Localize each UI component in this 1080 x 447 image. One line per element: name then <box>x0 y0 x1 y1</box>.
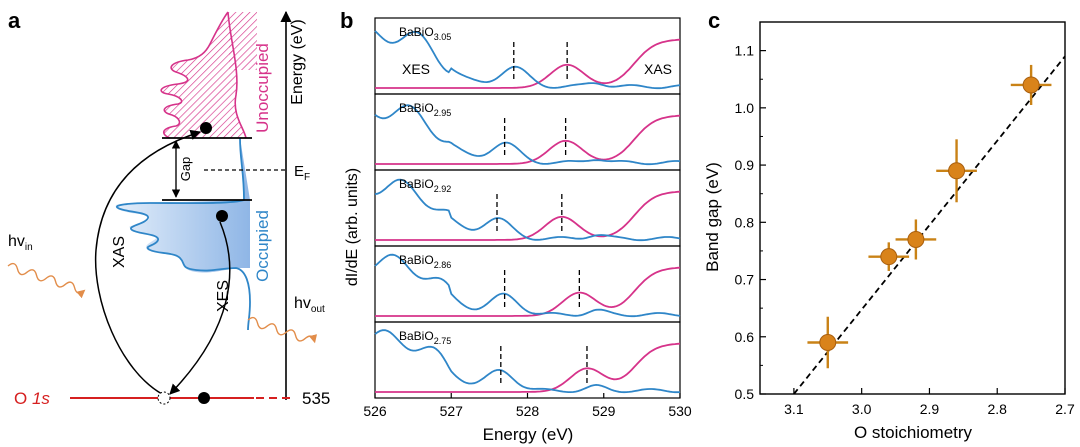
data-point <box>868 242 910 271</box>
level-value-label: 535 <box>302 389 330 408</box>
x-tick-label: 3.0 <box>852 401 872 417</box>
xas-spectrum-line <box>375 114 681 165</box>
incoming-photon-wave <box>7 262 86 299</box>
panel-b-xas-label: XAS <box>644 61 672 77</box>
panel-c-ylabel: Band gap (eV) <box>703 162 722 272</box>
x-tick-label: 526 <box>363 403 387 419</box>
occupied-dos-curve <box>115 137 251 331</box>
xas-spectrum-line <box>375 38 681 89</box>
xas-spectrum-line <box>375 266 681 317</box>
spectrum-panel: BaBiO3.05 <box>374 17 681 95</box>
panel-a-letter: a <box>8 8 21 33</box>
spectrum-panel: BaBiO2.92 <box>374 169 681 247</box>
point-marker <box>948 162 966 180</box>
xes-spectrum-line <box>374 30 681 90</box>
y-tick-label: 0.6 <box>735 329 755 345</box>
outgoing-photon-wave <box>247 316 318 344</box>
panel-c: c Band gap (eV) O stoichiometry 0.50.60.… <box>703 8 1075 442</box>
plot-frame <box>759 21 1066 395</box>
spectra-stack: BaBiO3.05 BaBiO2.95 BaBiO2.92 BaBiO2.86 BaBi… <box>374 17 681 399</box>
y-tick-label: 0.5 <box>735 386 755 402</box>
o1s-label: O 1s <box>14 389 50 408</box>
occupied-label: Occupied <box>253 210 272 282</box>
hv-in-label: hvin <box>8 233 33 253</box>
fermi-level-label: EF <box>294 163 310 183</box>
xas-spectrum-line <box>375 342 681 393</box>
valence-electron <box>216 210 228 222</box>
panel-c-plot: 0.5 0.6 0.7 0.8 0.9 1.0 1.1 3.1 3.0 2.9 2.8 2.7 <box>735 21 1075 417</box>
panel-b: b dI/dE (arb. units) Energy (eV) BaBiO3.… <box>340 8 692 444</box>
x-tick-label: 2.8 <box>987 401 1007 417</box>
sample-label: BaBiO2.92 <box>399 177 451 194</box>
core-hole <box>157 391 171 405</box>
xes-label: XES <box>215 280 232 312</box>
y-tick-label: 1.0 <box>735 100 755 116</box>
panel-c-xlabel: O stoichiometry <box>854 423 973 442</box>
xes-transition-arrow <box>169 221 231 395</box>
y-tick-label: 0.8 <box>735 214 755 230</box>
spectrum-panel: BaBiO2.95 <box>374 93 681 171</box>
sample-label: BaBiO3.05 <box>399 25 451 42</box>
x-tick-label: 527 <box>440 403 464 419</box>
panel-b-xlabel: Energy (eV) <box>483 425 574 444</box>
y-tick-label: 1.1 <box>735 43 755 59</box>
point-marker <box>819 333 837 351</box>
panel-b-xticks: 526 527 528 529 530 <box>363 393 692 419</box>
xas-label: XAS <box>111 236 128 268</box>
point-marker <box>907 230 925 248</box>
point-marker <box>1022 76 1040 94</box>
x-tick-label: 2.7 <box>1055 401 1075 417</box>
xes-spectrum-line <box>374 178 681 242</box>
energy-axis-label: Energy (eV) <box>289 19 306 104</box>
x-tick-label: 528 <box>516 403 540 419</box>
data-point <box>936 139 977 203</box>
data-point <box>807 316 849 369</box>
excited-electron <box>200 122 212 134</box>
sample-label: BaBiO2.95 <box>399 101 451 118</box>
spectrum-panel: BaBiO2.75 <box>374 321 681 399</box>
xes-spectrum-line <box>374 253 681 318</box>
occupied-dos-fill <box>115 138 250 273</box>
xas-transition-arrow <box>94 129 201 395</box>
y-tick-label: 0.7 <box>735 272 755 288</box>
panel-c-letter: c <box>708 8 720 33</box>
data-point <box>895 219 937 260</box>
unoccupied-top-hatch <box>229 12 257 70</box>
panel-b-ylabel: dI/dE (arb. units) <box>344 168 361 286</box>
panel-a: a Energy (eV) Unoccupied Occupied Gap EF… <box>7 8 330 408</box>
sample-label: BaBiO2.75 <box>399 329 451 346</box>
unoccupied-label: Unoccupied <box>253 43 272 133</box>
linear-fit-line <box>793 55 1066 395</box>
x-tick-label: 530 <box>668 403 692 419</box>
x-tick-label: 529 <box>592 403 616 419</box>
x-tick-label: 2.9 <box>920 401 940 417</box>
hv-out-label: hvout <box>294 295 325 315</box>
xes-spectrum-line <box>374 329 681 394</box>
point-marker <box>880 248 898 266</box>
panel-b-letter: b <box>340 8 353 33</box>
core-electron <box>198 392 210 404</box>
gap-label: Gap <box>178 157 193 182</box>
data-point <box>1010 64 1052 105</box>
spectrum-panel: BaBiO2.86 <box>374 245 681 323</box>
x-tick-label: 3.1 <box>784 401 804 417</box>
panel-b-xes-label: XES <box>402 61 430 77</box>
unoccupied-dos-fill <box>161 12 246 138</box>
sample-label: BaBiO2.86 <box>399 253 451 270</box>
y-tick-label: 0.9 <box>735 157 755 173</box>
xes-spectrum-line <box>374 104 681 166</box>
